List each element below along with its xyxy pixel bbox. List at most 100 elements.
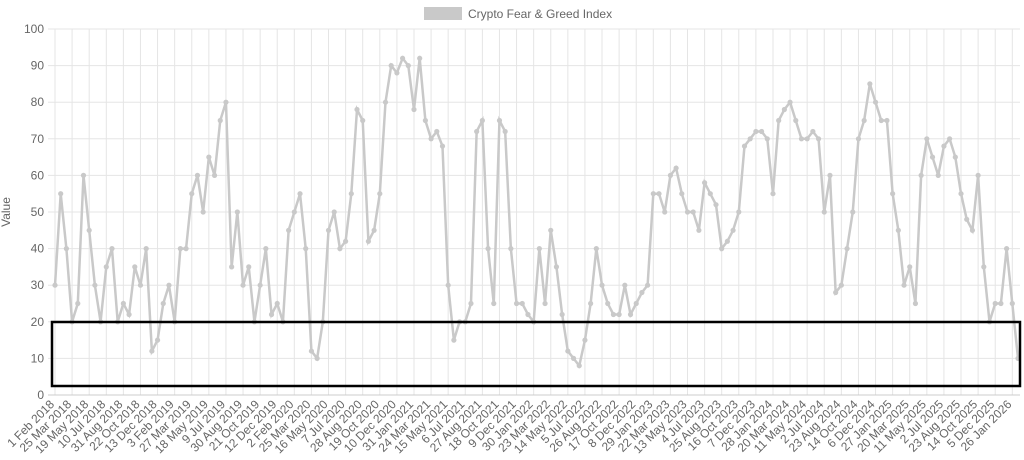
legend-swatch <box>424 7 462 20</box>
data-point <box>445 282 451 288</box>
data-point <box>713 202 719 208</box>
data-point <box>650 191 656 197</box>
data-point <box>730 227 736 233</box>
data-point <box>417 55 423 61</box>
data-point <box>627 311 634 318</box>
data-point <box>895 227 901 233</box>
data-point <box>890 191 896 197</box>
y-tick-label: 20 <box>31 315 45 329</box>
data-point <box>673 165 679 171</box>
data-point <box>969 227 976 233</box>
data-point <box>992 300 998 307</box>
data-point <box>468 300 474 307</box>
data-point <box>667 172 674 178</box>
data-point <box>354 106 360 113</box>
y-tick-label: 60 <box>31 168 45 182</box>
data-point <box>240 282 246 288</box>
data-point <box>223 99 229 105</box>
data-point <box>268 311 275 318</box>
y-tick-label: 40 <box>31 242 45 256</box>
data-point <box>337 246 343 252</box>
data-point <box>645 282 651 288</box>
data-point <box>86 227 92 233</box>
data-point <box>964 216 970 222</box>
y-tick-label: 80 <box>31 95 45 109</box>
data-point <box>257 282 263 288</box>
data-point <box>496 117 503 124</box>
data-point <box>399 55 406 61</box>
data-point <box>75 300 81 307</box>
data-point <box>935 172 941 178</box>
data-point <box>160 300 166 307</box>
data-point <box>394 70 400 76</box>
data-point <box>263 246 269 252</box>
data-point <box>736 209 742 215</box>
data-point <box>804 136 810 142</box>
data-point <box>143 246 149 252</box>
data-point <box>912 300 919 307</box>
data-point <box>599 282 605 288</box>
data-point <box>929 154 936 160</box>
data-point <box>434 128 440 135</box>
data-point <box>787 99 793 105</box>
data-point <box>303 246 309 252</box>
data-point <box>308 348 315 354</box>
data-point <box>126 311 132 318</box>
data-point <box>451 337 457 343</box>
data-point <box>485 246 491 252</box>
data-point <box>741 143 748 149</box>
data-point <box>770 191 776 197</box>
data-point <box>508 246 514 252</box>
data-point <box>542 300 548 307</box>
data-point <box>491 300 497 307</box>
data-point <box>701 180 708 186</box>
data-point <box>998 300 1004 307</box>
data-point <box>149 348 155 354</box>
data-point <box>92 282 98 288</box>
data-point <box>63 246 69 252</box>
data-point <box>536 246 542 252</box>
y-tick-label: 70 <box>31 132 45 146</box>
data-point <box>707 191 713 197</box>
data-point <box>747 136 753 142</box>
legend-label: Crypto Fear & Greed Index <box>468 7 612 21</box>
data-point <box>439 143 446 149</box>
data-point <box>810 128 816 135</box>
data-point <box>382 99 389 105</box>
data-point <box>821 209 827 215</box>
data-point <box>183 246 189 252</box>
y-tick-label: 10 <box>31 351 45 365</box>
data-point <box>878 117 884 124</box>
data-point <box>154 337 161 343</box>
data-point <box>610 311 617 318</box>
data-point <box>901 282 907 288</box>
data-point <box>941 143 947 149</box>
data-point <box>411 106 417 113</box>
y-tick-label: 0 <box>37 388 44 402</box>
data-point <box>850 209 856 215</box>
data-point <box>884 117 890 124</box>
data-point <box>360 117 366 124</box>
data-point <box>428 136 434 142</box>
data-point <box>593 246 599 252</box>
highlight-box <box>50 320 1022 388</box>
data-point <box>343 238 349 244</box>
data-point <box>137 282 144 288</box>
y-tick-label: 90 <box>31 59 45 73</box>
data-point <box>753 128 759 135</box>
data-point <box>776 117 782 124</box>
y-tick-label: 30 <box>31 278 45 292</box>
data-point <box>696 227 702 233</box>
data-point <box>815 136 822 142</box>
data-point <box>200 209 206 215</box>
data-point <box>502 128 508 135</box>
data-point <box>525 311 531 318</box>
data-point <box>103 264 109 270</box>
data-point <box>758 128 765 135</box>
data-point <box>582 337 588 343</box>
data-point <box>229 264 235 270</box>
data-point <box>52 282 58 288</box>
data-point <box>633 300 639 307</box>
data-point <box>838 282 844 288</box>
data-point <box>120 300 126 307</box>
